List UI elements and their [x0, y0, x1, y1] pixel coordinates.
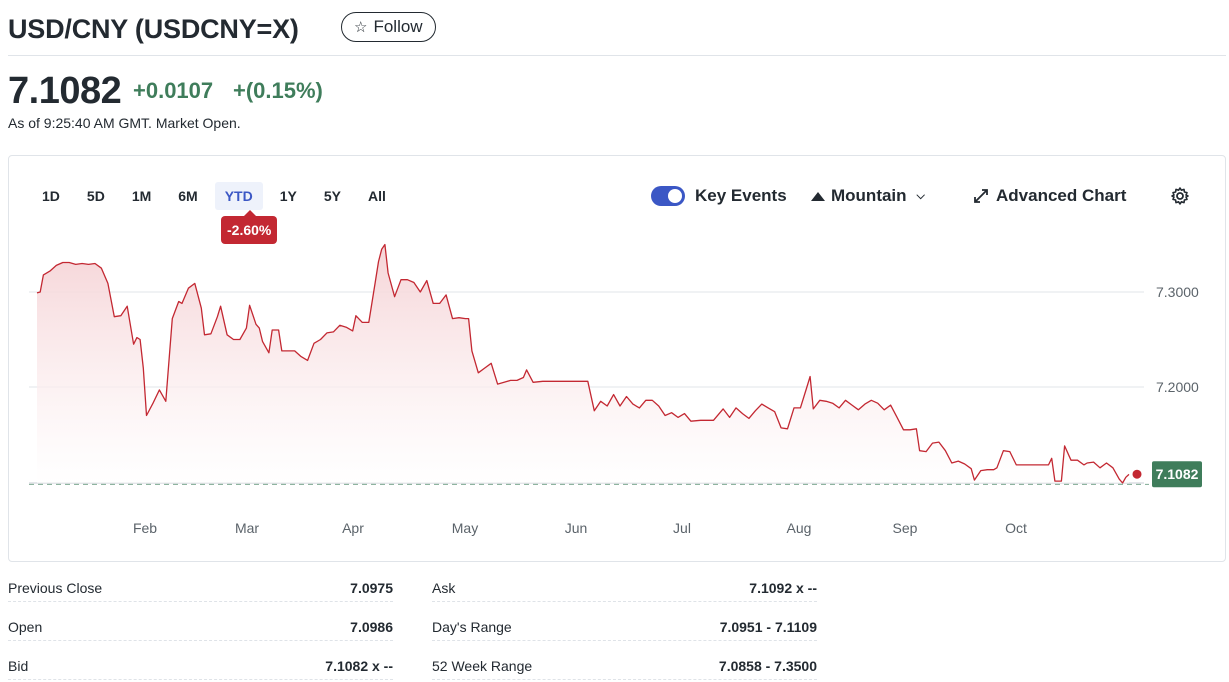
range-selector: 1D 5D 1M 6M YTD 1Y 5Y All	[32, 182, 403, 210]
range-1d[interactable]: 1D	[42, 188, 60, 204]
x-tick-label: Sep	[893, 520, 918, 536]
stat-label: Bid	[8, 658, 29, 674]
y-tick-label: 7.2000	[1156, 379, 1199, 395]
follow-label: Follow	[373, 17, 423, 36]
stat-label: Ask	[432, 580, 456, 596]
stat-label: Open	[8, 619, 43, 635]
stat-value: 7.0858 - 7.3500	[718, 658, 817, 674]
toggle-knob	[668, 189, 682, 203]
stat-label: 52 Week Range	[432, 658, 533, 674]
stat-value: 7.0975	[350, 580, 393, 596]
range-change-badge: -2.60%	[221, 210, 278, 244]
chart-type-dropdown[interactable]: Mountain ⌵	[811, 186, 925, 206]
price-area	[37, 244, 1129, 483]
stat-days-range: Day's Range 7.0951 - 7.1109	[432, 614, 817, 641]
chevron-down-icon: ⌵	[916, 189, 925, 202]
price-change-percent: +(0.15%)	[233, 78, 323, 103]
range-6m[interactable]: 6M	[178, 188, 198, 204]
stat-label: Previous Close	[8, 580, 103, 596]
last-price-tag	[1152, 461, 1202, 488]
range-5d[interactable]: 5D	[86, 188, 105, 204]
last-price-dot	[1132, 469, 1142, 479]
advanced-chart-button[interactable]: Advanced Chart	[974, 186, 1126, 206]
advanced-chart-label: Advanced Chart	[996, 186, 1127, 205]
y-tick-label: 7.3000	[1156, 284, 1199, 300]
x-tick-label: Jun	[565, 520, 588, 536]
stat-ask: Ask 7.1092 x --	[432, 575, 817, 602]
chart-type-label: Mountain	[831, 186, 907, 205]
range-ytd[interactable]: YTD	[214, 182, 263, 210]
key-events-toggle[interactable]	[651, 186, 685, 206]
stat-value: 7.0986	[350, 619, 393, 635]
stat-bid: Bid 7.1082 x --	[8, 653, 393, 680]
x-tick-label: Jul	[673, 520, 691, 536]
stat-value: 7.0951 - 7.1109	[719, 619, 817, 635]
mountain-icon	[811, 191, 825, 201]
star-icon: ☆	[354, 18, 368, 36]
price-line	[36, 243, 1130, 484]
price-chart[interactable]: 7.3000 7.2000 7.1082 Feb Mar Apr May Jun Jul Aug S…	[9, 156, 1227, 563]
gear-icon[interactable]	[1170, 186, 1190, 206]
follow-button[interactable]: ☆ Follow	[341, 12, 436, 42]
range-5y[interactable]: 5Y	[323, 188, 341, 204]
x-tick-label: Aug	[787, 520, 812, 536]
key-events-label[interactable]: Key Events	[695, 186, 787, 205]
stat-open: Open 7.0986	[8, 614, 393, 641]
chart-card: 7.3000 7.2000 7.1082 Feb Mar Apr May Jun Jul Aug S…	[8, 155, 1226, 562]
range-1y[interactable]: 1Y	[279, 188, 297, 204]
x-tick-label: May	[452, 520, 478, 536]
stat-value: 7.1092 x --	[749, 580, 817, 596]
page-title: USD/CNY (USDCNY=X)	[8, 14, 299, 44]
x-tick-label: Feb	[133, 520, 157, 536]
stat-52-week-range: 52 Week Range 7.0858 - 7.3500	[432, 653, 817, 680]
stat-label: Day's Range	[432, 619, 512, 635]
x-tick-label: Apr	[342, 520, 364, 536]
price-change: +0.0107	[133, 78, 214, 103]
stat-value: 7.1082 x --	[325, 658, 393, 674]
stat-previous-close: Previous Close 7.0975	[8, 575, 393, 602]
x-tick-label: Mar	[235, 520, 259, 536]
expand-icon	[974, 189, 988, 203]
current-price: 7.1082	[8, 70, 122, 112]
x-tick-label: Oct	[1005, 520, 1027, 536]
quote-header: USD/CNY (USDCNY=X) ☆ Follow	[8, 8, 1226, 56]
last-price-label: 7.1082	[1156, 466, 1199, 482]
range-all[interactable]: All	[367, 188, 386, 204]
market-timestamp: As of 9:25:40 AM GMT. Market Open.	[8, 115, 241, 131]
range-1m[interactable]: 1M	[131, 188, 152, 204]
